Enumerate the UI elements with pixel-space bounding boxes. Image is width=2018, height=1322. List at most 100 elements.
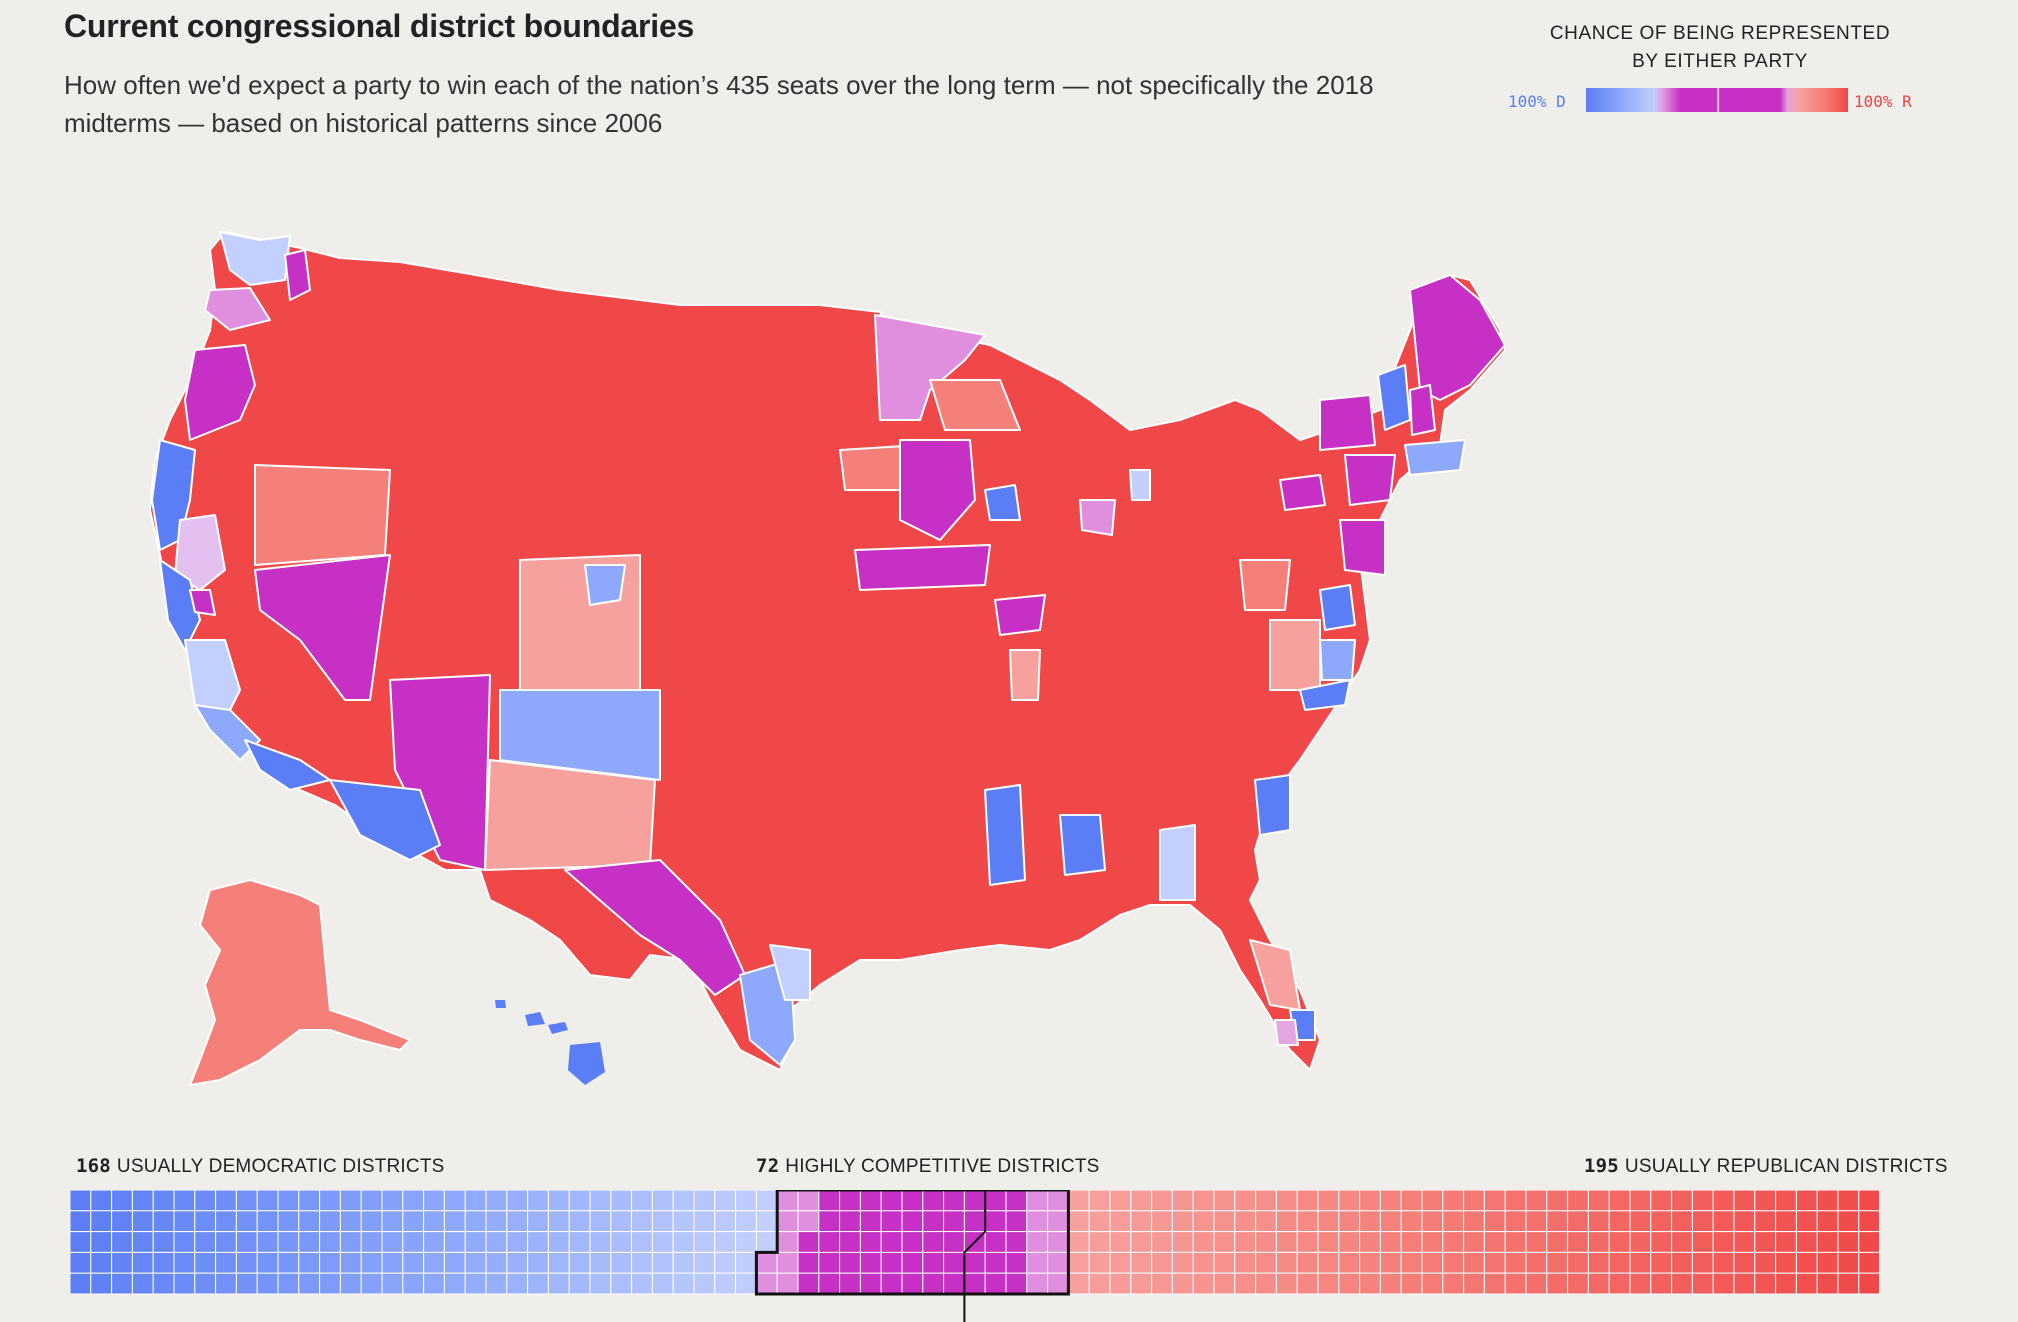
district-cell bbox=[152, 1231, 175, 1253]
district-cell bbox=[506, 1251, 529, 1274]
district-cell bbox=[963, 1210, 986, 1233]
hawaii-island-4 bbox=[568, 1042, 605, 1085]
district-cell bbox=[1171, 1190, 1194, 1212]
district-cell bbox=[506, 1231, 529, 1253]
district-cell bbox=[1400, 1251, 1423, 1274]
district-cell bbox=[1213, 1231, 1236, 1253]
district-cell bbox=[1213, 1272, 1236, 1295]
district-cell bbox=[1816, 1272, 1839, 1295]
district-cell bbox=[90, 1231, 113, 1253]
competitive-outline bbox=[754, 1190, 1070, 1296]
district-cell bbox=[797, 1190, 820, 1212]
district-cell bbox=[776, 1190, 799, 1212]
district-cell bbox=[1525, 1231, 1548, 1253]
district-cell bbox=[859, 1251, 882, 1274]
district-ca-bay-2 bbox=[159, 559, 201, 651]
dem-count-text: USUALLY DEMOCRATIC DISTRICTS bbox=[116, 1156, 445, 1177]
district-ia-swing bbox=[854, 544, 991, 591]
district-cell bbox=[1463, 1231, 1485, 1253]
competitive-count-label: 72 HIGHLY COMPETITIVE DISTRICTS bbox=[756, 1155, 1100, 1178]
district-cell bbox=[1525, 1210, 1548, 1233]
district-cell bbox=[215, 1251, 237, 1274]
district-cell bbox=[277, 1272, 300, 1295]
competitive-count-value: 72 bbox=[756, 1155, 780, 1177]
district-cell bbox=[194, 1210, 217, 1233]
district-cell bbox=[1691, 1272, 1714, 1295]
district-cell bbox=[943, 1272, 965, 1295]
district-mi-detroit bbox=[1129, 469, 1151, 501]
district-cell bbox=[1775, 1272, 1797, 1295]
district-cell bbox=[1650, 1272, 1673, 1295]
district-cell bbox=[1525, 1190, 1548, 1212]
district-cell bbox=[547, 1210, 570, 1233]
district-cell bbox=[1587, 1190, 1610, 1212]
district-cell bbox=[1837, 1210, 1860, 1233]
district-cell bbox=[1442, 1190, 1465, 1212]
district-cell bbox=[859, 1272, 882, 1295]
competitive-count-text: HIGHLY COMPETITIVE DISTRICTS bbox=[785, 1156, 1100, 1177]
district-cell bbox=[1525, 1251, 1548, 1274]
district-cell bbox=[1047, 1272, 1069, 1295]
district-cell bbox=[1837, 1272, 1860, 1295]
district-cell bbox=[631, 1210, 653, 1233]
district-cell bbox=[839, 1272, 861, 1295]
district-cell bbox=[568, 1210, 591, 1233]
district-cell bbox=[651, 1190, 674, 1212]
district-cell bbox=[402, 1272, 425, 1295]
district-cell bbox=[693, 1272, 716, 1295]
district-wa-swing bbox=[284, 249, 311, 301]
district-cell bbox=[651, 1210, 674, 1233]
district-cell bbox=[235, 1190, 258, 1212]
district-cell bbox=[943, 1190, 965, 1212]
district-cell bbox=[693, 1231, 716, 1253]
district-ny-swing bbox=[1319, 394, 1376, 451]
district-cell bbox=[485, 1272, 508, 1295]
district-cell bbox=[1026, 1231, 1049, 1253]
district-cell bbox=[1775, 1251, 1797, 1274]
district-nc-dem bbox=[1299, 679, 1351, 711]
district-cell bbox=[1171, 1231, 1194, 1253]
district-cell bbox=[1504, 1210, 1527, 1233]
district-cell bbox=[1795, 1231, 1818, 1253]
district-cell bbox=[984, 1210, 1007, 1233]
district-cell bbox=[1546, 1251, 1569, 1274]
district-cell bbox=[1608, 1210, 1631, 1233]
district-cell bbox=[547, 1231, 570, 1253]
district-cell bbox=[1733, 1190, 1756, 1212]
district-tx-houston-2 bbox=[769, 944, 811, 1001]
district-cell bbox=[298, 1210, 321, 1233]
district-cell bbox=[215, 1210, 237, 1233]
district-cell bbox=[1109, 1210, 1132, 1233]
district-cell bbox=[714, 1190, 737, 1212]
district-cell bbox=[1546, 1231, 1569, 1253]
district-cell bbox=[714, 1251, 737, 1274]
district-cell bbox=[1608, 1231, 1631, 1253]
district-cell bbox=[256, 1210, 279, 1233]
district-cell bbox=[1775, 1231, 1797, 1253]
district-cell bbox=[797, 1231, 820, 1253]
district-cell bbox=[797, 1251, 820, 1274]
district-cell bbox=[173, 1190, 196, 1212]
district-ut-light bbox=[254, 464, 391, 566]
district-cell bbox=[672, 1190, 695, 1212]
district-cell bbox=[922, 1272, 945, 1295]
district-cell bbox=[256, 1251, 279, 1274]
district-tx-swing bbox=[564, 859, 746, 996]
district-cell bbox=[839, 1210, 861, 1233]
district-cell bbox=[70, 1231, 92, 1253]
district-cell bbox=[1671, 1251, 1693, 1274]
district-cell bbox=[443, 1190, 466, 1212]
district-cell bbox=[1629, 1231, 1652, 1253]
district-cell bbox=[1463, 1190, 1485, 1212]
district-cell bbox=[922, 1251, 945, 1274]
district-cell bbox=[381, 1231, 404, 1253]
district-cell bbox=[1213, 1190, 1236, 1212]
district-cell bbox=[1608, 1272, 1631, 1295]
district-cell bbox=[1192, 1190, 1215, 1212]
district-cell bbox=[1338, 1231, 1361, 1253]
district-cell bbox=[610, 1210, 633, 1233]
district-cell bbox=[1712, 1231, 1735, 1253]
district-fl-swing bbox=[1274, 1019, 1299, 1046]
district-cell bbox=[1192, 1231, 1215, 1253]
district-cell bbox=[173, 1251, 196, 1274]
